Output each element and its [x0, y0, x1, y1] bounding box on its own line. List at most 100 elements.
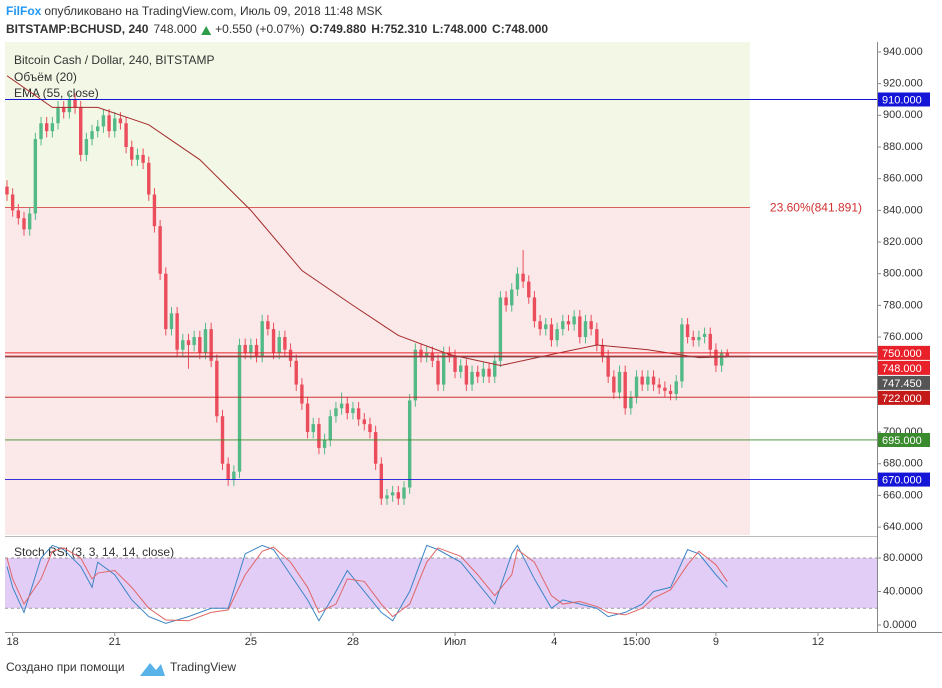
- candle-body: [203, 329, 208, 353]
- candle-body: [663, 387, 667, 391]
- x-tick-label: 21: [109, 636, 121, 648]
- candle-body: [356, 408, 361, 420]
- level-badge: [878, 375, 930, 390]
- zone: [5, 42, 750, 208]
- tv-logo: [140, 663, 165, 676]
- y-tick-label: 860.000: [883, 173, 923, 185]
- candle-body: [390, 492, 395, 496]
- candle-body: [33, 139, 38, 214]
- candle-body: [158, 226, 162, 274]
- level-label: 695.000: [882, 435, 922, 447]
- candle-body: [459, 365, 463, 372]
- x-tick-label: 15:00: [623, 636, 651, 648]
- time-axis-border: [5, 632, 942, 633]
- candle-body: [90, 131, 94, 140]
- candle-body: [589, 321, 593, 330]
- candle-body: [198, 337, 202, 353]
- y-tick-label: 640.000: [883, 521, 923, 533]
- y-tick-label: 680.000: [883, 458, 923, 470]
- y-tick-label: 920.000: [883, 78, 923, 90]
- candle-body: [606, 356, 610, 377]
- x-tick-label: 4: [551, 636, 557, 648]
- candle-body: [317, 424, 321, 448]
- open: O:749.880: [310, 22, 367, 36]
- candle-body: [147, 162, 151, 195]
- candle-body: [572, 316, 576, 325]
- level-label: 747.450: [882, 378, 922, 390]
- candle-body: [56, 107, 60, 124]
- candle-body: [50, 123, 55, 132]
- y-tick-label: 900.000: [883, 109, 923, 121]
- candle-body: [311, 424, 315, 433]
- candle-body: [294, 360, 298, 385]
- pane-separator: [5, 536, 877, 537]
- candle-body: [101, 115, 106, 127]
- pane-title: Bitcoin Cash / Dollar, 240, BITSTAMP: [14, 53, 215, 67]
- candle-body: [266, 321, 270, 330]
- y-tick-label: 0.0000: [883, 619, 917, 631]
- candle-body: [237, 344, 242, 472]
- candle-body: [674, 381, 678, 395]
- footer-brand[interactable]: TradingView: [170, 660, 236, 674]
- candle-body: [515, 273, 520, 290]
- up-arrow: [201, 26, 212, 35]
- candle-body: [362, 419, 366, 425]
- candle-body: [300, 384, 304, 404]
- candle-body: [79, 107, 83, 155]
- candle-body: [27, 213, 32, 230]
- level-badge: [878, 345, 930, 360]
- y-tick-label: 760.000: [883, 331, 923, 343]
- candle-body: [646, 376, 650, 385]
- x-tick-label: 12: [812, 636, 824, 648]
- candle-body: [634, 376, 639, 398]
- candle-body: [215, 360, 219, 417]
- y-tick-label: 80.0000: [883, 552, 923, 564]
- close: C:748.000: [492, 22, 548, 36]
- x-tick-label: 25: [245, 636, 257, 648]
- candle-body: [305, 403, 310, 433]
- level-label: 722.000: [882, 393, 922, 405]
- candle-body: [487, 368, 491, 377]
- y-tick-label: 40.0000: [883, 585, 923, 597]
- level-badge: [878, 432, 930, 447]
- stoch-line: [6, 546, 728, 622]
- footer-text: Создано при помощи: [6, 660, 125, 674]
- x-tick-label: 18: [7, 636, 19, 648]
- axis-border: [877, 42, 878, 632]
- candle-body: [84, 139, 89, 155]
- candle-body: [441, 352, 446, 385]
- candle-body: [209, 329, 213, 361]
- last: 748.000: [153, 22, 197, 36]
- level-label: 670.000: [882, 474, 922, 486]
- candle-body: [181, 340, 185, 350]
- ema-label: EMA (55, close): [14, 86, 99, 100]
- candle-body: [351, 408, 355, 414]
- candle-body: [532, 297, 537, 322]
- fib-label: 23.60%(841.891): [770, 201, 862, 215]
- candle-body: [657, 384, 661, 388]
- candle-body: [566, 321, 571, 325]
- symbol: BITSTAMP:BCHUSD, 240: [6, 22, 149, 36]
- candle-body: [249, 344, 253, 353]
- x-tick-label: Июл: [444, 636, 466, 648]
- candle-body: [640, 376, 644, 385]
- candle-body: [544, 324, 548, 330]
- band: [5, 557, 877, 609]
- author[interactable]: FilFox: [6, 4, 42, 18]
- candle-body: [96, 126, 100, 132]
- candle-body: [464, 365, 469, 385]
- candle-body: [277, 337, 281, 353]
- candle-body: [124, 123, 128, 147]
- low: L:748.000: [432, 22, 487, 36]
- candle-body: [243, 344, 247, 353]
- level-label: 750.000: [882, 348, 922, 360]
- stoch-line: [6, 544, 728, 624]
- candle-body: [379, 463, 384, 499]
- ema-line: [6, 75, 728, 367]
- candle-body: [436, 360, 440, 385]
- candle-body: [583, 321, 588, 338]
- candle-body: [623, 371, 627, 409]
- zone: [5, 207, 750, 535]
- candle-body: [561, 321, 565, 330]
